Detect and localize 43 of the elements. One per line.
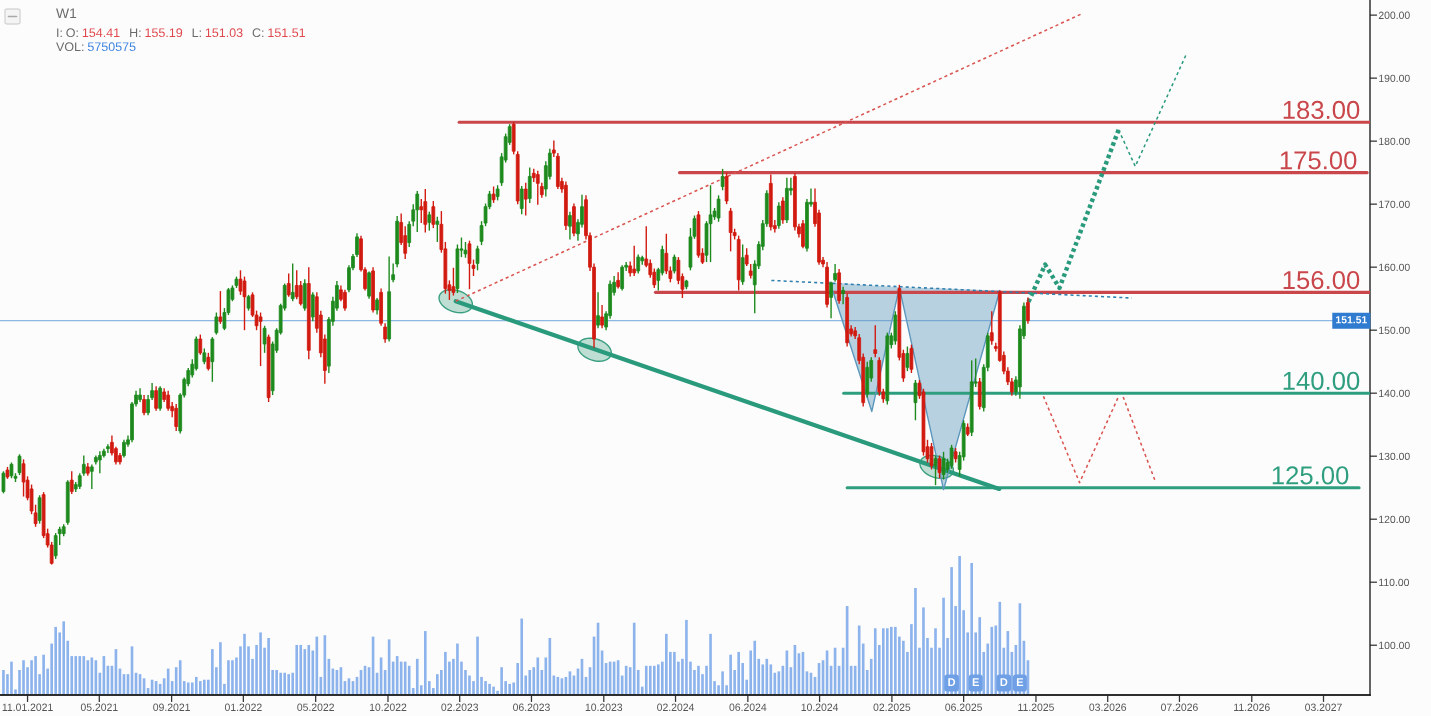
y-tick-label: 110.00 [1379,578,1410,587]
series-label: 156.00 [1283,270,1360,290]
annotation: D [948,678,956,686]
x-tick-label: 07.2026 [1161,703,1198,711]
x-tick-label: 03.2027 [1305,703,1342,711]
x-tick-label: 06.2023 [513,703,550,711]
annotation: E [1016,678,1024,686]
ref-line-label: 151.51 [1336,316,1367,324]
series-label: 125.00 [1272,466,1349,485]
y-tick-label: 120.00 [1379,515,1410,524]
x-tick-label: 06.2025 [945,703,983,711]
x-tick-label: 05.2022 [297,703,334,711]
x-tick-label: 11.2026 [1234,703,1270,711]
x-tick-label: 11.2025 [1018,703,1054,711]
x-tick-label: 10.2023 [585,703,623,711]
series-label: 183.00 [1283,100,1360,120]
y-tick-label: 180.00 [1379,137,1410,146]
x-tick-label: 06.2024 [729,703,767,711]
y-tick-label: 130.00 [1379,452,1410,461]
y-tick-label: 160.00 [1379,263,1410,272]
x-tick-label: 03.2026 [1089,703,1127,711]
series-label: 175.00 [1280,151,1357,170]
series-label: 140.00 [1283,371,1360,390]
chart-title: W1 [56,8,77,18]
x-tick-label: 01.2022 [224,703,262,711]
y-tick-label: 150.00 [1379,326,1410,335]
y-tick-label: 200.00 [1378,11,1410,19]
annotation: D [1000,678,1008,686]
x-tick-label: 10.2024 [801,703,839,711]
y-tick-label: 190.00 [1379,74,1410,83]
x-tick-label: 11.01.2021 [2,703,53,711]
x-tick-label: 02.2024 [657,703,695,711]
annotation: VOL: 5750575 [56,42,136,52]
text: I: O: 154.41 H: 155.19 L: 151.03 C: 151.51 [57,28,305,38]
x-tick-label: 02.2025 [873,703,911,711]
y-tick-label: 140.00 [1379,389,1410,398]
x-tick-label: 02.2023 [441,703,479,711]
y-tick-label: 170.00 [1379,200,1410,209]
x-tick-label: 09.2021 [153,703,190,711]
x-tick-label: 05.2021 [80,703,118,711]
x-tick-label: 10.2022 [369,703,407,711]
annotation: E [972,678,979,686]
y-tick-label: 100.00 [1379,641,1410,650]
